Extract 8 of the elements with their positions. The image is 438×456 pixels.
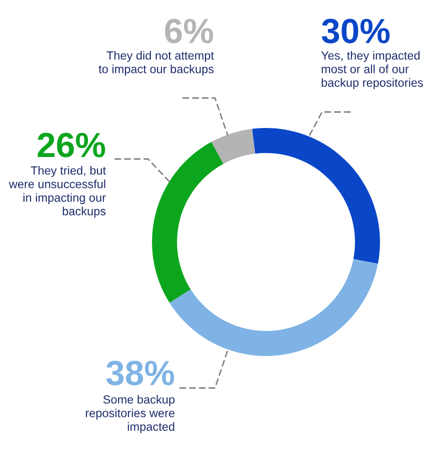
slice-label: Yes, they impacted most or all of our backup repositories <box>321 51 423 90</box>
slice-label: They tried, but were unsuccessful in impacting our backups <box>8 166 106 218</box>
data-label: 26% <box>38 132 106 158</box>
slice-label: They did not attempt to impact our backups <box>98 51 214 76</box>
data-label: 38% <box>106 360 174 386</box>
data-label: 6% <box>165 18 214 44</box>
data-label: 30% <box>322 18 390 44</box>
slice-label: Some backup repositories were impacted <box>86 395 175 434</box>
